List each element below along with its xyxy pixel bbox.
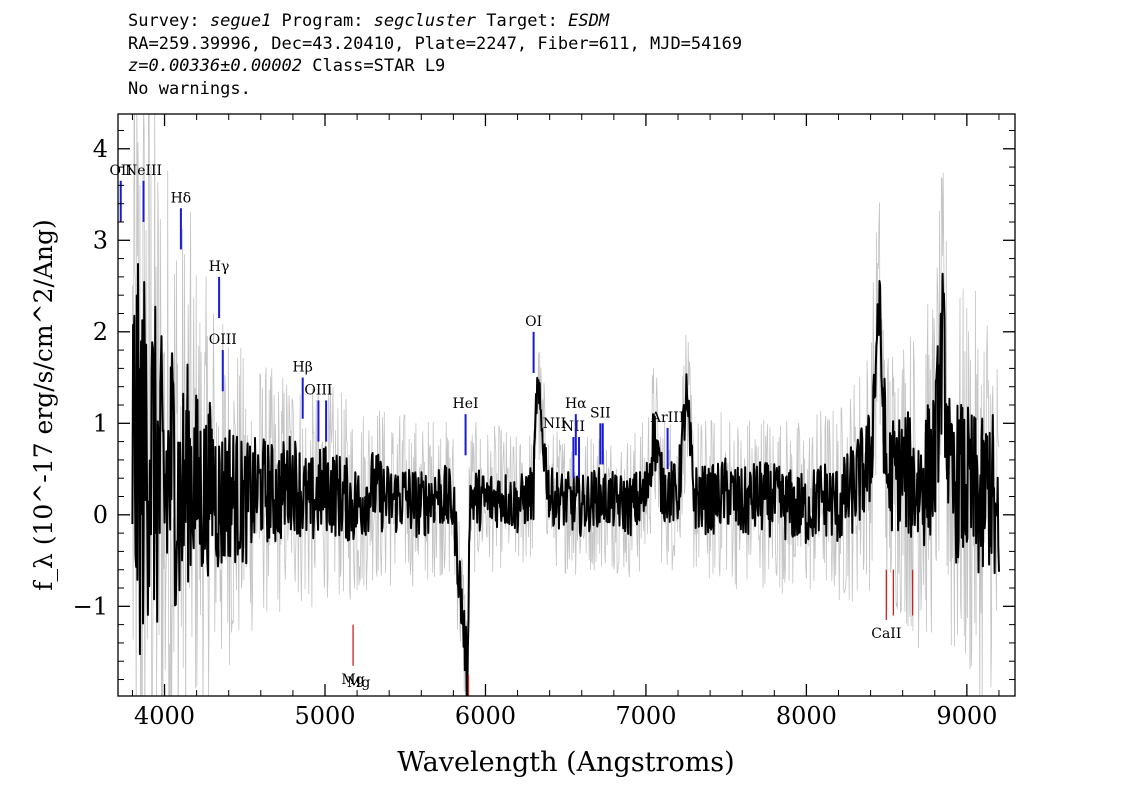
- y-tick-label: 1: [93, 409, 108, 437]
- line-marker-label: OII: [109, 163, 132, 179]
- line-marker-label: SII: [590, 405, 611, 421]
- redshift-value: z=0.00336±0.00002: [128, 56, 302, 76]
- axis-tick-layer: 4000 5000 6000 7000 8000 9000 −1 0 1 2 3 4: [73, 114, 1015, 730]
- program-label: Program:: [271, 11, 374, 31]
- target-value: ESDM: [568, 11, 610, 31]
- survey-value: segue1: [209, 11, 272, 31]
- line-marker-label: Hβ: [293, 360, 313, 376]
- flux-series-line: [131, 263, 1000, 696]
- line-marker-label: OIII: [304, 382, 332, 398]
- line-marker-label: NII: [543, 416, 566, 432]
- x-tick-label: 4000: [134, 702, 195, 730]
- y-axis-label: f_λ (10^-17 erg/s/cm^2/Ang): [29, 219, 58, 591]
- line-marker-label: HeI: [453, 396, 479, 412]
- line-marker-label: OI: [525, 314, 542, 330]
- line-marker-label: Mg: [347, 675, 370, 691]
- x-tick-label: 5000: [294, 702, 355, 730]
- y-tick-label: −1: [73, 592, 108, 620]
- spectrum-header: Survey: segue1 Program: segcluster Targe…: [128, 10, 742, 100]
- line-marker-label: CaII: [871, 626, 901, 642]
- line-marker-label: Hγ: [209, 259, 230, 275]
- y-tick-label: 4: [93, 135, 108, 163]
- flux-layer: [131, 263, 1000, 696]
- header-survey-line: Survey: segue1 Program: segcluster Targe…: [128, 10, 742, 33]
- x-tick-label: 7000: [615, 702, 676, 730]
- class-value: Class=STAR L9: [302, 56, 446, 76]
- target-label: Target:: [476, 11, 569, 31]
- header-coordinates-line: RA=259.39996, Dec=43.20410, Plate=2247, …: [128, 33, 743, 54]
- x-axis-label: Wavelength (Angstroms): [397, 747, 734, 778]
- y-tick-label: 0: [93, 501, 108, 529]
- header-warnings-line: No warnings.: [128, 78, 251, 99]
- x-tick-label: 9000: [936, 702, 997, 730]
- line-marker-label: NII: [562, 419, 585, 435]
- program-value: segcluster: [373, 11, 477, 31]
- line-marker-label: ArIII: [650, 410, 684, 426]
- header-redshift-line: z=0.00336±0.00002 Class=STAR L9: [128, 55, 742, 78]
- y-tick-label: 2: [93, 318, 108, 346]
- x-tick-label: 6000: [455, 702, 516, 730]
- line-marker-label: Mg: [341, 672, 364, 688]
- line-marker-label: Hδ: [171, 190, 192, 206]
- line-marker-label: OIII: [209, 332, 237, 348]
- line-marker-label: Hα: [565, 396, 587, 412]
- survey-label: Survey:: [128, 11, 210, 31]
- x-tick-label: 8000: [776, 702, 837, 730]
- y-tick-label: 3: [93, 226, 108, 254]
- line-marker-label: NeIII: [125, 163, 162, 179]
